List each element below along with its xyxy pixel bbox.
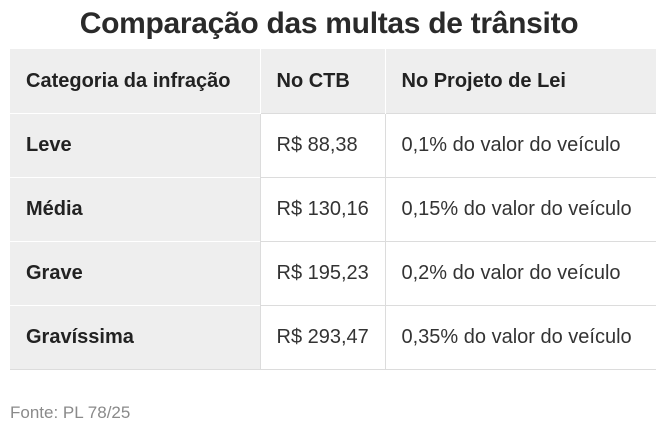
column-header-category: Categoria da infração	[10, 49, 261, 114]
ctb-value-cell: R$ 130,16	[259, 177, 385, 242]
bill-value-cell: 0,15% do valor do veículo	[384, 177, 656, 242]
column-header-bill: No Projeto de Lei	[385, 49, 656, 114]
ctb-value-cell: R$ 293,47	[259, 305, 385, 370]
category-cell: Leve	[10, 113, 260, 178]
ctb-value-cell: R$ 88,38	[259, 113, 385, 178]
table-row: Leve R$ 88,38 0,1% do valor do veículo	[10, 113, 656, 178]
page-title: Comparação das multas de trânsito	[79, 7, 579, 40]
bill-value-cell: 0,2% do valor do veículo	[384, 241, 656, 306]
category-cell: Gravíssima	[10, 305, 260, 370]
table-header-row: Categoria da infração No CTB No Projeto …	[10, 49, 656, 114]
table-row: Grave R$ 195,23 0,2% do valor do veículo	[10, 241, 656, 306]
column-header-ctb: No CTB	[260, 49, 386, 114]
table-header: Categoria da infração No CTB No Projeto …	[10, 49, 656, 114]
table-body: Leve R$ 88,38 0,1% do valor do veículo M…	[10, 113, 656, 370]
table-row: Gravíssima R$ 293,47 0,35% do valor do v…	[10, 305, 656, 370]
category-cell: Média	[10, 177, 260, 242]
fines-comparison-table: Categoria da infração No CTB No Projeto …	[10, 49, 656, 370]
table-row: Média R$ 130,16 0,15% do valor do veícul…	[10, 177, 656, 242]
ctb-value-cell: R$ 195,23	[259, 241, 385, 306]
bill-value-cell: 0,35% do valor do veículo	[384, 305, 656, 370]
category-cell: Grave	[10, 241, 260, 306]
bill-value-cell: 0,1% do valor do veículo	[384, 113, 656, 178]
source-note: Fonte: PL 78/25	[10, 403, 131, 422]
